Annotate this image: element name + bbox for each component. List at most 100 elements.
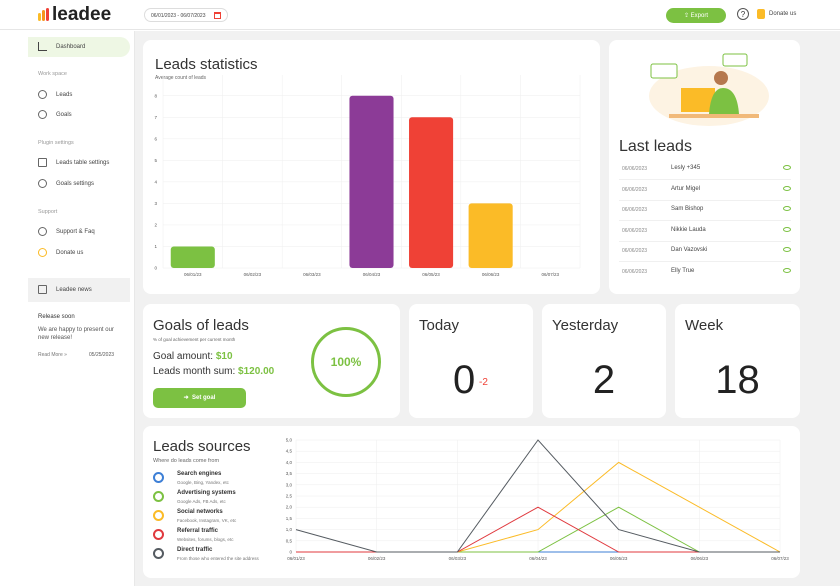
week-count: 18 bbox=[715, 358, 760, 402]
x-tick-label: 06/07/23 bbox=[771, 556, 789, 561]
today-count: 0 bbox=[453, 358, 476, 402]
card-title: Last leads bbox=[619, 138, 692, 155]
week-card: Week 18 bbox=[675, 304, 800, 418]
read-more[interactable]: Read More » bbox=[38, 352, 67, 358]
set-goal-button[interactable]: ➜ Set goal bbox=[153, 388, 246, 408]
bar-chart: 0 1 2 3 4 5 6 7 8 06/01/23 06/02/23 06/03/23 06/04/2… bbox=[154, 75, 581, 277]
y-tick-label: 3,5 bbox=[286, 471, 293, 476]
x-tick-label: 06/05/23 bbox=[422, 272, 440, 277]
card-subtitle: Where do leads come from bbox=[153, 458, 220, 464]
dashboard-icon bbox=[38, 42, 47, 51]
top-bar: leadee 06/01/2023 - 06/07/2023 ⇪ Export … bbox=[0, 0, 840, 30]
y-tick-label: 1,5 bbox=[286, 516, 293, 521]
x-tick-label: 06/07/23 bbox=[541, 272, 559, 277]
view-icon[interactable] bbox=[783, 247, 791, 253]
x-tick-label: 06/06/23 bbox=[691, 556, 709, 561]
row-divider bbox=[619, 261, 791, 263]
nav-item[interactable]: Goals bbox=[56, 112, 72, 118]
lead-date: 06/06/2023 bbox=[622, 269, 648, 275]
export-button[interactable]: ⇪ Export bbox=[666, 8, 726, 23]
calendar-icon bbox=[214, 12, 221, 19]
legend-note: Facebook, Instagram, VK, etc bbox=[177, 518, 237, 523]
illustration bbox=[649, 53, 769, 126]
y-tick-label: 5 bbox=[154, 158, 157, 163]
x-tick-label: 06/01/23 bbox=[287, 556, 305, 561]
view-icon[interactable] bbox=[783, 185, 791, 191]
y-tick-label: 0 bbox=[289, 550, 292, 555]
view-icon[interactable] bbox=[783, 226, 791, 232]
nav-item[interactable]: Donate us bbox=[56, 250, 84, 256]
lead-date: 06/06/2023 bbox=[622, 186, 648, 193]
y-tick-label: 2,0 bbox=[286, 505, 293, 510]
y-tick-label: 0 bbox=[154, 266, 157, 271]
y-tick-label: 2,5 bbox=[286, 494, 293, 499]
sidebar bbox=[0, 31, 135, 586]
export-text: Export bbox=[690, 13, 709, 19]
label: Leads month sum: bbox=[153, 366, 236, 377]
nav-item[interactable]: Support & Faq bbox=[56, 229, 95, 235]
legend-note: Google Ads, FB Ads, etc bbox=[177, 499, 226, 504]
yesterday-count: 2 bbox=[592, 358, 616, 402]
logo: leadee bbox=[52, 4, 112, 25]
legend-label: Direct traffic bbox=[177, 547, 213, 553]
bar bbox=[349, 95, 394, 268]
lead-name: Nikkie Lauda bbox=[671, 226, 706, 233]
legend-label: Referral traffic bbox=[177, 528, 219, 534]
value: $10 bbox=[215, 351, 233, 362]
row-divider bbox=[619, 199, 791, 201]
bar bbox=[170, 246, 215, 268]
lead-name: Dan Vazovski bbox=[671, 247, 708, 254]
leads-sources-card: Leads sources Where do leads come from S… bbox=[143, 426, 800, 578]
release-date: 05/25/2023 bbox=[89, 352, 115, 358]
month-sum: Leads month sum: $120.00 bbox=[153, 366, 274, 377]
nav-item[interactable]: Leads bbox=[56, 92, 73, 98]
lead-date: 06/06/2023 bbox=[622, 248, 648, 255]
lead-name: Artur Migel bbox=[671, 185, 701, 192]
card-title: Week bbox=[685, 317, 724, 334]
help-icon[interactable]: ? bbox=[737, 8, 749, 20]
legend-label: Advertising systems bbox=[177, 490, 236, 496]
label: Goal amount: bbox=[153, 351, 214, 362]
nav-item[interactable]: Dashboard bbox=[56, 44, 86, 50]
nav-group: Work space bbox=[38, 71, 67, 77]
y-tick-label: 3 bbox=[154, 201, 157, 206]
goal-amount: Goal amount: $10 bbox=[153, 351, 233, 362]
legend-swatch bbox=[153, 510, 164, 521]
nav-item[interactable]: Leadee news bbox=[56, 287, 92, 293]
donate-icon bbox=[757, 9, 765, 19]
lead-date: 06/06/2023 bbox=[622, 227, 648, 234]
button-text: Set goal bbox=[192, 395, 216, 401]
x-tick-label: 06/02/23 bbox=[244, 272, 262, 277]
bar bbox=[468, 203, 513, 268]
y-tick-label: 6 bbox=[154, 136, 157, 141]
release-title: Release soon bbox=[38, 314, 75, 320]
view-icon[interactable] bbox=[783, 268, 791, 273]
lead-name: Sam Bishop bbox=[671, 206, 704, 213]
lead-date: 06/06/2023 bbox=[622, 207, 648, 214]
nav-item[interactable]: Leads table settings bbox=[56, 160, 110, 166]
legend-label: Social networks bbox=[177, 509, 223, 515]
view-icon[interactable] bbox=[783, 206, 791, 212]
logo-icon bbox=[38, 8, 50, 22]
donate-link[interactable]: Donate us bbox=[769, 11, 797, 17]
legend-swatch bbox=[153, 491, 164, 502]
nav-group: Plugin settings bbox=[38, 140, 74, 146]
release-text: We are happy to present our new release! bbox=[38, 327, 114, 341]
x-tick-label: 06/02/23 bbox=[368, 556, 386, 561]
bar bbox=[409, 117, 454, 268]
today-card: Today 0 -2 bbox=[409, 304, 533, 418]
x-tick-label: 06/06/23 bbox=[482, 272, 500, 277]
last-leads-card: Last leads 06/06/2023 Lesly +345 06/06/202… bbox=[609, 40, 800, 294]
date-range[interactable]: 06/01/2023 - 06/07/2023 bbox=[144, 8, 228, 22]
leads-statistics-card: Leads statistics Average count of leads … bbox=[143, 40, 600, 294]
view-icon[interactable] bbox=[783, 165, 791, 170]
card-title: Leads statistics bbox=[155, 56, 258, 73]
y-tick-label: 1 bbox=[154, 244, 157, 249]
y-tick-label: 2 bbox=[154, 222, 157, 227]
line-chart: 0 0,5 1,0 1,5 2,0 2,5 3,0 3,5 4,0 4,5 5,0 06/01/23 0… bbox=[286, 438, 790, 562]
nav-item[interactable]: Goals settings bbox=[56, 181, 95, 187]
x-tick-label: 06/03/23 bbox=[303, 272, 321, 277]
legend-swatch bbox=[153, 529, 164, 540]
lead-date: 06/06/2023 bbox=[622, 166, 648, 172]
